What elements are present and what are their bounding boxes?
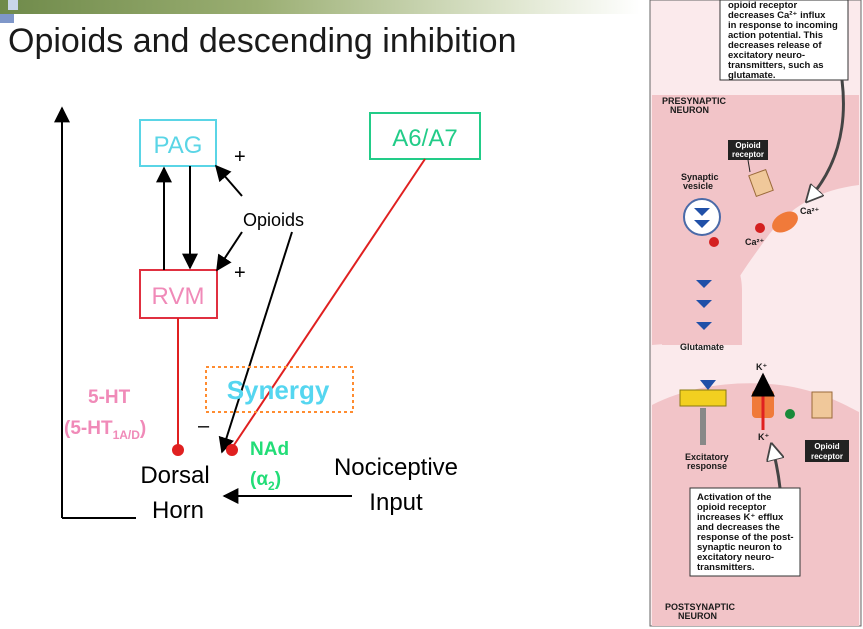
opioid-receptor-top-pointer: [747, 159, 751, 173]
bottom-callout-line-5: response of the post-: [697, 532, 794, 543]
synaptic-vesicle-label-1: Synaptic: [681, 172, 719, 182]
top-callout-arrow: [808, 79, 845, 200]
postsynaptic-label-2: NEURON: [678, 611, 717, 621]
top-callout-box: [719, 0, 849, 81]
top-callout-line-3: in response to incoming: [728, 20, 838, 31]
released-glutamate-icon-1: [696, 280, 712, 288]
vesicle-glutamate-icon-2: [694, 220, 710, 228]
rvm-label: RVM: [152, 283, 205, 310]
top-callout-line-6: excitatory neuro-: [728, 50, 805, 61]
inhibition-minus-icon-top: [755, 223, 765, 233]
header-accent-square: [8, 0, 18, 10]
calcium-label-right: Ca²⁺: [800, 206, 820, 216]
synaptic-vesicle-shape: [683, 198, 721, 236]
opioid-receptor-top-label-1: Opioid: [735, 141, 760, 150]
opioids-to-pag-arrow: [214, 164, 243, 197]
synergy-label: Synergy: [227, 375, 330, 405]
header-gradient-bar: [0, 0, 640, 14]
postsynaptic-label-1: POSTSYNAPTIC: [665, 602, 736, 612]
a6a7-label: A6/A7: [392, 125, 457, 152]
top-callout-line-1: opioid receptor: [728, 0, 797, 11]
vesicle-glutamate-icon-1: [694, 208, 710, 216]
nociceptive-label: Nociceptive: [334, 454, 458, 481]
input-label: Input: [369, 489, 423, 516]
bottom-callout-line-6: synaptic neuron to: [697, 542, 782, 553]
a6a7-terminal-dot: [226, 444, 238, 456]
opioid-receptor-top-label-2: receptor: [732, 150, 764, 159]
nad-label: NAd: [250, 439, 289, 460]
presynaptic-label-2: NEURON: [670, 105, 709, 115]
excitatory-response-label-1: Excitatory: [685, 452, 729, 462]
potassium-label-top: K⁺: [756, 362, 767, 372]
5ht-receptor-label: (5-HT1A/D): [64, 418, 146, 442]
horn-label: Horn: [152, 497, 204, 524]
top-callout-line-7: transmitters, such as: [728, 60, 824, 71]
glutamate-receptor-shape: [679, 389, 727, 407]
pag-box: [139, 119, 217, 167]
excitatory-response-label-2: response: [687, 461, 727, 471]
dorsal-label: Dorsal: [140, 462, 209, 489]
bottom-callout-line-2: opioid receptor: [697, 502, 766, 513]
opioid-receptor-top-tag: [728, 140, 768, 160]
slide-title: Opioids and descending inhibition: [8, 22, 517, 60]
presynaptic-terminal-bulb: [662, 241, 742, 345]
header-accent-square-blue: [0, 14, 14, 23]
minus-label: –: [198, 415, 210, 437]
opioids-to-dorsal-horn-arrow: [218, 231, 293, 454]
synaptic-vesicle-label-2: vesicle: [683, 181, 713, 191]
bottom-callout-arrow: [772, 446, 780, 489]
bottom-callout-line-4: and decreases the: [697, 522, 780, 533]
glutamate-label: Glutamate: [680, 342, 724, 352]
synapse-illustration: opioid receptor decreases Ca²⁺ influx in…: [649, 0, 862, 627]
presynaptic-label-1: PRESYNAPTIC: [662, 96, 727, 106]
plus-bottom-label: +: [234, 262, 246, 284]
potassium-label-bottom: K⁺: [758, 432, 769, 442]
activation-plus-icon: [785, 409, 795, 419]
calcium-channel-shape: [772, 211, 798, 233]
nad-receptor-label: (α2): [250, 469, 281, 493]
a6a7-descending-line: [231, 158, 426, 449]
plus-top-label: +: [234, 146, 246, 168]
opioid-receptor-top-shape: [748, 168, 774, 198]
bottom-callout-box: [689, 487, 801, 577]
top-callout-line-2: decreases Ca²⁺ influx: [728, 10, 826, 21]
bottom-callout-line-1: Activation of the: [697, 492, 771, 503]
opioids-to-rvm-arrow: [216, 231, 243, 272]
released-glutamate-icon-3: [696, 322, 712, 330]
synergy-box: [205, 366, 354, 413]
opioid-receptor-bottom-shape: [811, 391, 833, 419]
opioid-receptor-bottom-label-1: Opioid: [814, 442, 839, 451]
top-callout-line-4: action potential. This: [728, 30, 823, 41]
rvm-terminal-dot: [172, 444, 184, 456]
bottom-callout-line-8: transmitters.: [697, 562, 755, 573]
opioids-label: Opioids: [243, 210, 304, 230]
bottom-callout-line-3: increases K⁺ efflux: [697, 512, 784, 523]
opioid-receptor-bottom-label-2: receptor: [811, 452, 843, 461]
5ht-label: 5-HT: [88, 387, 131, 408]
top-callout-line-8: glutamate.: [728, 70, 776, 81]
released-glutamate-icon-2: [696, 300, 712, 308]
inhibition-minus-icon-mid: [709, 237, 719, 247]
calcium-label-mid: Ca²⁺: [745, 237, 765, 247]
bottom-callout-line-7: excitatory neuro-: [697, 552, 774, 563]
glutamate-bound-icon: [700, 380, 716, 390]
top-callout-line-5: decreases release of: [728, 40, 822, 51]
opioid-receptor-bottom-tag: [805, 440, 849, 462]
pag-label: PAG: [154, 132, 203, 159]
